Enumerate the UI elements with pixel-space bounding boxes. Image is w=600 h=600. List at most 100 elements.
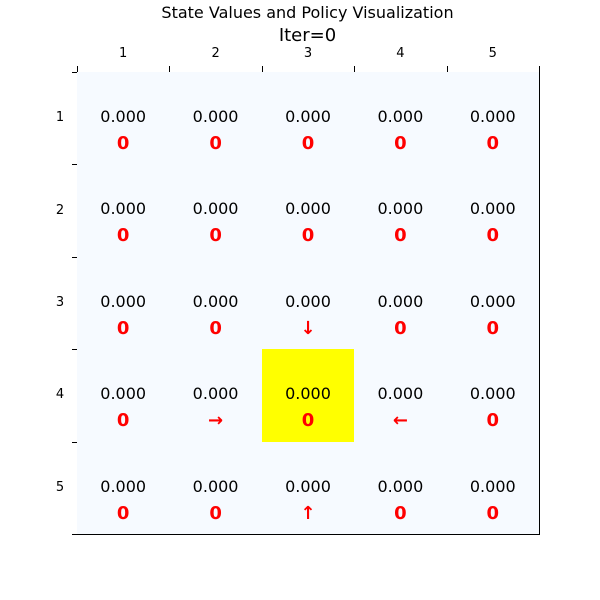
chart-subtitle: Iter=0 (278, 25, 337, 46)
grid-cell: 0.000 0 (77, 441, 171, 535)
state-value-label: 0.000 (285, 291, 331, 311)
grid-cell: 0.000 0 (169, 72, 263, 166)
state-value-label: 0.000 (377, 291, 424, 311)
policy-label: 0 (394, 225, 407, 247)
grid-cell: 0.000 0 (354, 72, 448, 166)
grid-cell: 0.000 0 (261, 349, 356, 443)
grid-cell: 0.000 0 (354, 441, 448, 535)
state-value-label: 0.000 (469, 199, 516, 219)
state-value-label: 0.000 (377, 107, 424, 126)
policy-label: 0 (486, 317, 500, 339)
policy-label: 0 (116, 410, 130, 432)
policy-label: 0 (301, 410, 315, 432)
policy-label: ← (392, 410, 408, 432)
y-tick-mark (72, 256, 78, 258)
x-tick-label: 4 (396, 46, 405, 61)
y-tick-label: 3 (55, 295, 65, 310)
state-value-label: 0.000 (285, 476, 331, 496)
state-value-label: 0.000 (285, 384, 331, 404)
x-tick-mark (354, 66, 356, 72)
grid-cell: 0.000 0 (446, 349, 540, 443)
grid-cell: 0.000 ↓ (261, 256, 356, 351)
grid-cell: 0.000 0 (446, 256, 540, 351)
grid-cell: 0.000 0 (446, 164, 540, 258)
policy-label: 0 (209, 317, 222, 339)
state-value-label: 0.000 (469, 291, 516, 311)
state-value-label: 0.000 (100, 476, 147, 496)
policy-label: 0 (486, 225, 500, 247)
policy-label: 0 (486, 410, 500, 432)
state-value-label: 0.000 (100, 384, 147, 404)
state-value-label: 0.000 (192, 107, 239, 126)
policy-label: 0 (116, 502, 130, 524)
x-tick-mark (446, 66, 448, 72)
state-value-label: 0.000 (192, 199, 239, 219)
state-value-label: 0.000 (377, 199, 424, 219)
policy-label: 0 (209, 502, 222, 524)
x-tick-mark (539, 66, 540, 72)
x-tick-label: 3 (303, 46, 313, 61)
y-tick-mark (72, 441, 78, 443)
y-tick-label: 5 (55, 479, 65, 495)
grid-cell: 0.000 ↑ (261, 441, 356, 535)
state-value-label: 0.000 (469, 107, 516, 126)
state-value-label: 0.000 (469, 384, 516, 404)
grid-cell: 0.000 0 (169, 256, 263, 351)
grid-cell: 0.000 0 (446, 441, 540, 535)
state-value-label: 0.000 (192, 291, 239, 311)
policy-label: 0 (394, 502, 407, 524)
grid-cell: 0.000 0 (261, 72, 356, 166)
state-value-label: 0.000 (192, 476, 239, 496)
state-value-label: 0.000 (377, 476, 424, 496)
x-tick-label: 1 (119, 46, 128, 61)
policy-label: → (208, 410, 224, 432)
grid-cell: 0.000 0 (77, 256, 171, 351)
grid-cell: 0.000 ← (354, 349, 448, 443)
policy-label: 0 (394, 133, 407, 154)
state-value-label: 0.000 (377, 384, 424, 404)
grid-cell: 0.000 0 (261, 164, 356, 258)
state-value-label: 0.000 (192, 384, 239, 404)
y-tick-label: 2 (55, 202, 65, 218)
policy-label: 0 (116, 317, 130, 339)
chart-title: State Values and Policy Visualization (161, 3, 454, 22)
policy-label: 0 (394, 317, 407, 339)
state-value-label: 0.000 (285, 199, 331, 219)
policy-label: 0 (116, 225, 130, 247)
policy-label: 0 (301, 225, 315, 247)
state-value-label: 0.000 (100, 107, 147, 126)
y-tick-mark (72, 72, 78, 73)
y-tick-mark (72, 164, 78, 166)
grid-cell: 0.000 0 (77, 164, 171, 258)
grid-cell: 0.000 0 (446, 72, 540, 166)
state-value-label: 0.000 (100, 291, 147, 311)
y-tick-mark (72, 534, 78, 535)
x-tick-mark (77, 66, 78, 72)
y-tick-label: 4 (55, 387, 65, 403)
grid-cell: 0.000 0 (354, 164, 448, 258)
state-value-label: 0.000 (285, 107, 331, 126)
x-tick-mark (169, 66, 171, 72)
state-value-label: 0.000 (100, 199, 147, 219)
state-value-label: 0.000 (469, 476, 516, 496)
policy-label: 0 (301, 133, 315, 154)
grid-cell: 0.000 0 (354, 256, 448, 351)
x-tick-label: 2 (211, 46, 220, 61)
policy-label: 0 (209, 133, 222, 154)
value-grid: 0.000 0 0.000 0 0.000 0 0.000 0 0.000 0 0.000 0 0.00… (77, 72, 540, 535)
policy-label: 0 (486, 502, 500, 524)
grid-cell: 0.000 0 (77, 349, 171, 443)
y-tick-mark (72, 349, 78, 351)
policy-label: 0 (209, 225, 222, 247)
policy-label: 0 (486, 133, 500, 154)
grid-cell: 0.000 0 (169, 164, 263, 258)
policy-label: 0 (116, 133, 130, 154)
grid-cell: 0.000 0 (169, 441, 263, 535)
grid-cell: 0.000 0 (77, 72, 171, 166)
grid-cell: 0.000 → (169, 349, 263, 443)
policy-label: ↓ (300, 317, 316, 339)
policy-label: ↑ (300, 502, 316, 524)
y-tick-label: 1 (55, 110, 65, 126)
x-tick-label: 5 (488, 46, 497, 61)
x-tick-mark (261, 66, 263, 72)
